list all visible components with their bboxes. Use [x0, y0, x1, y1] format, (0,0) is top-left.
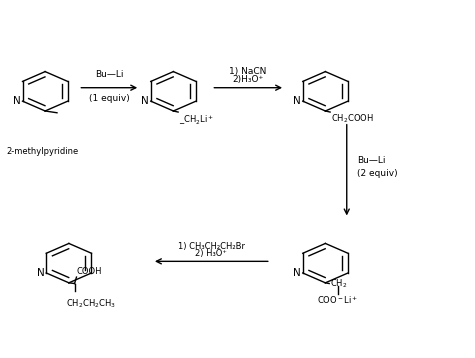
- Text: CH$_2$COOH: CH$_2$COOH: [331, 112, 373, 125]
- Text: N: N: [37, 268, 44, 278]
- Text: N: N: [141, 96, 149, 106]
- Text: 2)H₃O⁺: 2)H₃O⁺: [233, 75, 264, 84]
- Text: Bu—Li: Bu—Li: [95, 70, 124, 79]
- Text: CH$_2$CH$_2$CH$_3$: CH$_2$CH$_2$CH$_3$: [66, 297, 116, 310]
- Text: $\mathregular{\_}$CH$_2$Li$^+$: $\mathregular{\_}$CH$_2$Li$^+$: [179, 113, 214, 127]
- Text: (1 equiv): (1 equiv): [89, 94, 130, 103]
- Text: N: N: [13, 96, 20, 106]
- Text: Bu—Li: Bu—Li: [357, 155, 386, 165]
- Text: 2) H₃O⁺: 2) H₃O⁺: [195, 249, 228, 258]
- Text: COOH: COOH: [77, 267, 103, 276]
- Text: CH$_2$: CH$_2$: [330, 277, 348, 290]
- Text: 1) CH₃CH₂CH₂Br: 1) CH₃CH₂CH₂Br: [178, 242, 245, 251]
- Text: (2 equiv): (2 equiv): [357, 169, 398, 178]
- Text: 1) NaCN: 1) NaCN: [229, 67, 267, 76]
- Text: 2-methylpyridine: 2-methylpyridine: [7, 147, 79, 156]
- Text: N: N: [293, 268, 301, 278]
- Text: N: N: [293, 96, 301, 106]
- Text: COO$^-$Li$^+$: COO$^-$Li$^+$: [317, 295, 358, 306]
